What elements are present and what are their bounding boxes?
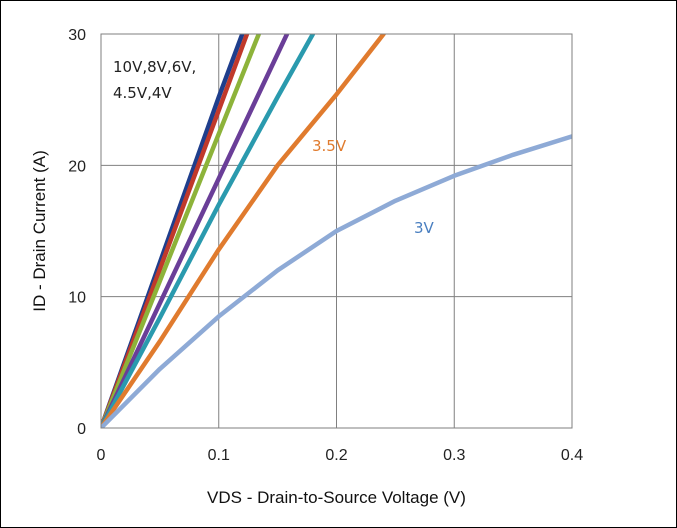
y-tick-label: 20 [68, 158, 86, 175]
y-tick-labels: 0 10 20 30 [68, 27, 86, 438]
plot-border [100, 33, 573, 429]
annotation-label: 10V,8V,6V, [113, 58, 196, 76]
series-line-5 [101, 34, 316, 428]
x-tick-label: 0.1 [208, 447, 230, 464]
series-line-6 [101, 34, 386, 428]
x-tick-labels: 0 0.1 0.2 0.3 0.4 [97, 447, 584, 464]
x-axis-label: VDS - Drain-to-Source Voltage (V) [207, 488, 466, 507]
x-tick-label: 0.2 [325, 447, 347, 464]
y-axis-label: ID - Drain Current (A) [30, 150, 49, 312]
y-tick-label: 0 [77, 421, 86, 438]
series-line-7 [101, 134, 572, 428]
series-line-3 [101, 34, 262, 428]
y-tick-label: 30 [68, 27, 86, 44]
annotation-label: 4.5V,4V [113, 84, 172, 102]
annotations: 10V,8V,6V, 4.5V,4V 3.5V 3V [113, 58, 435, 237]
annotation-label: 3V [414, 219, 435, 237]
x-tick-label: 0.4 [561, 447, 583, 464]
annotation-label: 3.5V [312, 137, 347, 155]
y-tick-label: 10 [68, 290, 86, 307]
x-tick-label: 0.3 [443, 447, 465, 464]
series-line-4 [101, 34, 290, 428]
series-lines [101, 34, 572, 428]
x-tick-label: 0 [97, 447, 106, 464]
